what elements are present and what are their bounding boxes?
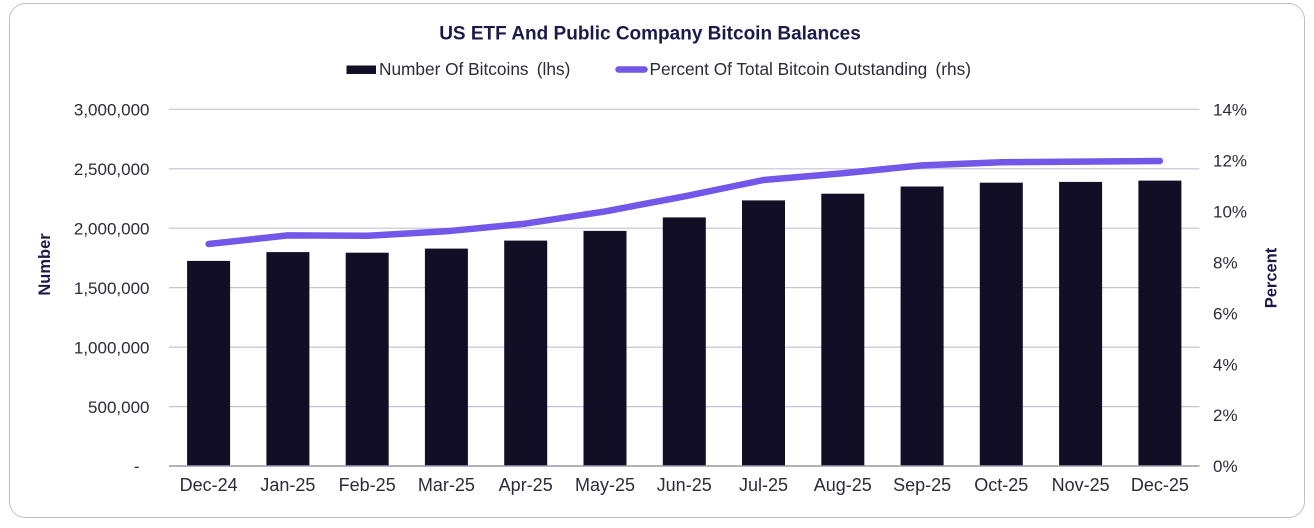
svg-text:2%: 2%	[1213, 406, 1238, 425]
svg-text:Sep-25: Sep-25	[893, 475, 951, 495]
svg-text:6%: 6%	[1213, 304, 1238, 323]
svg-text:Number: Number	[36, 233, 54, 296]
svg-text:US ETF And Public Company Bitc: US ETF And Public Company Bitcoin Balanc…	[439, 24, 861, 45]
svg-text:Jan-25: Jan-25	[260, 475, 315, 495]
svg-text:0%: 0%	[1213, 457, 1238, 476]
svg-text:Percent: Percent	[1263, 247, 1281, 308]
svg-text:Aug-25: Aug-25	[814, 475, 872, 495]
svg-text:Dec-25: Dec-25	[1131, 475, 1189, 495]
svg-text:Apr-25: Apr-25	[499, 475, 553, 495]
svg-text:Nov-25: Nov-25	[1052, 475, 1110, 495]
svg-text:Mar-25: Mar-25	[418, 475, 475, 495]
svg-text:Oct-25: Oct-25	[974, 475, 1028, 495]
svg-text:14%: 14%	[1213, 101, 1247, 120]
svg-text:Percent Of Total Bitcoin Outst: Percent Of Total Bitcoin Outstanding (rh…	[650, 59, 971, 79]
svg-text:Jul-25: Jul-25	[739, 475, 788, 495]
svg-text:May-25: May-25	[575, 475, 635, 495]
svg-text:Feb-25: Feb-25	[339, 475, 396, 495]
svg-text:500,000: 500,000	[88, 398, 149, 417]
svg-text:1,500,000: 1,500,000	[74, 279, 150, 298]
svg-text:4%: 4%	[1213, 355, 1238, 374]
svg-text:-: -	[134, 457, 140, 476]
svg-text:Dec-24: Dec-24	[180, 475, 238, 495]
svg-text:3,000,000: 3,000,000	[74, 101, 150, 120]
svg-text:8%: 8%	[1213, 253, 1238, 272]
svg-text:1,000,000: 1,000,000	[74, 338, 150, 357]
svg-text:Number Of Bitcoins (lhs): Number Of Bitcoins (lhs)	[379, 59, 570, 79]
svg-text:2,500,000: 2,500,000	[74, 160, 150, 179]
svg-text:12%: 12%	[1213, 152, 1247, 171]
svg-text:Jun-25: Jun-25	[657, 475, 712, 495]
svg-text:10%: 10%	[1213, 202, 1247, 221]
svg-text:2,000,000: 2,000,000	[74, 219, 150, 238]
